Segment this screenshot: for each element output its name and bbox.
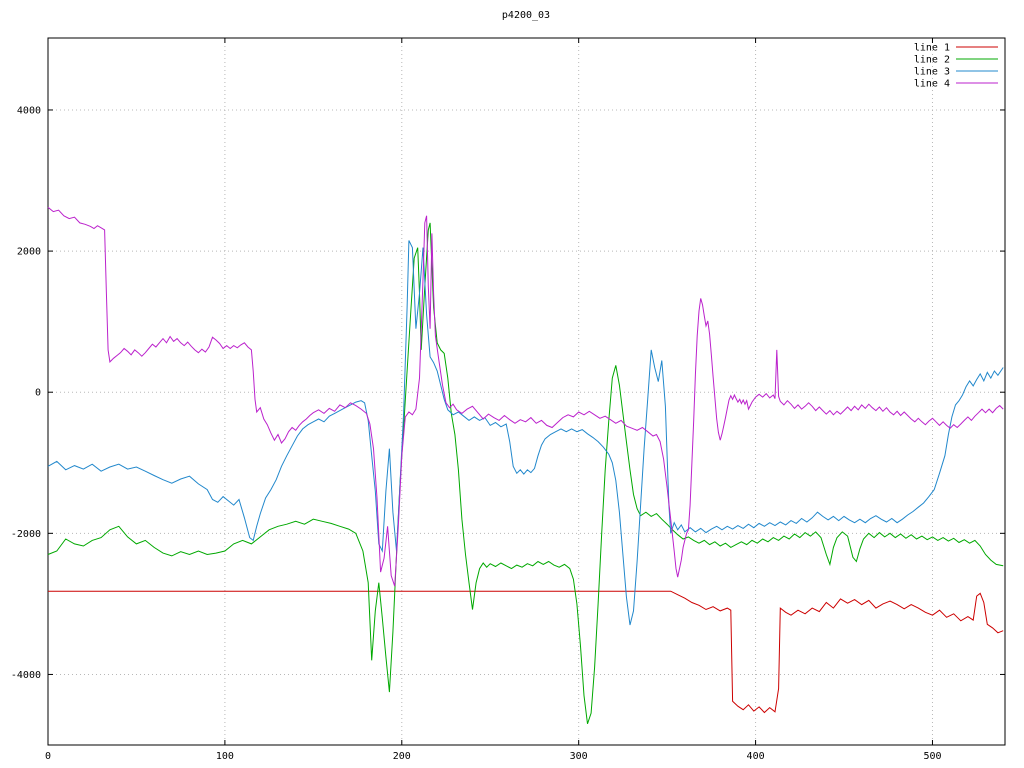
legend-label: line 2 <box>914 55 950 66</box>
y-tick-label: 0 <box>35 388 41 399</box>
plot-border <box>47 37 1006 746</box>
x-tick-label: 300 <box>570 751 588 762</box>
plot-area: 0 100 200 300 400 500 -4000 -2000 0 2000 4000 line … <box>11 37 1006 762</box>
y-tick-label: 4000 <box>17 105 41 116</box>
x-tick-label: 0 <box>45 751 51 762</box>
x-tick-label: 500 <box>923 751 941 762</box>
series-line-1 <box>48 590 1004 714</box>
x-tick-label: 200 <box>393 751 411 762</box>
y-tick-label: 2000 <box>17 247 41 258</box>
chart-title: p4200_03 <box>502 10 550 21</box>
y-tick-label: -2000 <box>11 529 41 540</box>
series-line-2 <box>47 222 1004 724</box>
legend-label: line 4 <box>914 79 950 90</box>
x-tick-label: 400 <box>747 751 765 762</box>
legend-label: line 1 <box>914 43 950 54</box>
x-tick-label: 100 <box>216 751 234 762</box>
y-tick-label: -4000 <box>11 670 41 681</box>
series-line-3 <box>47 240 1004 626</box>
series-line-4 <box>47 206 1004 587</box>
legend-label: line 3 <box>914 67 950 78</box>
